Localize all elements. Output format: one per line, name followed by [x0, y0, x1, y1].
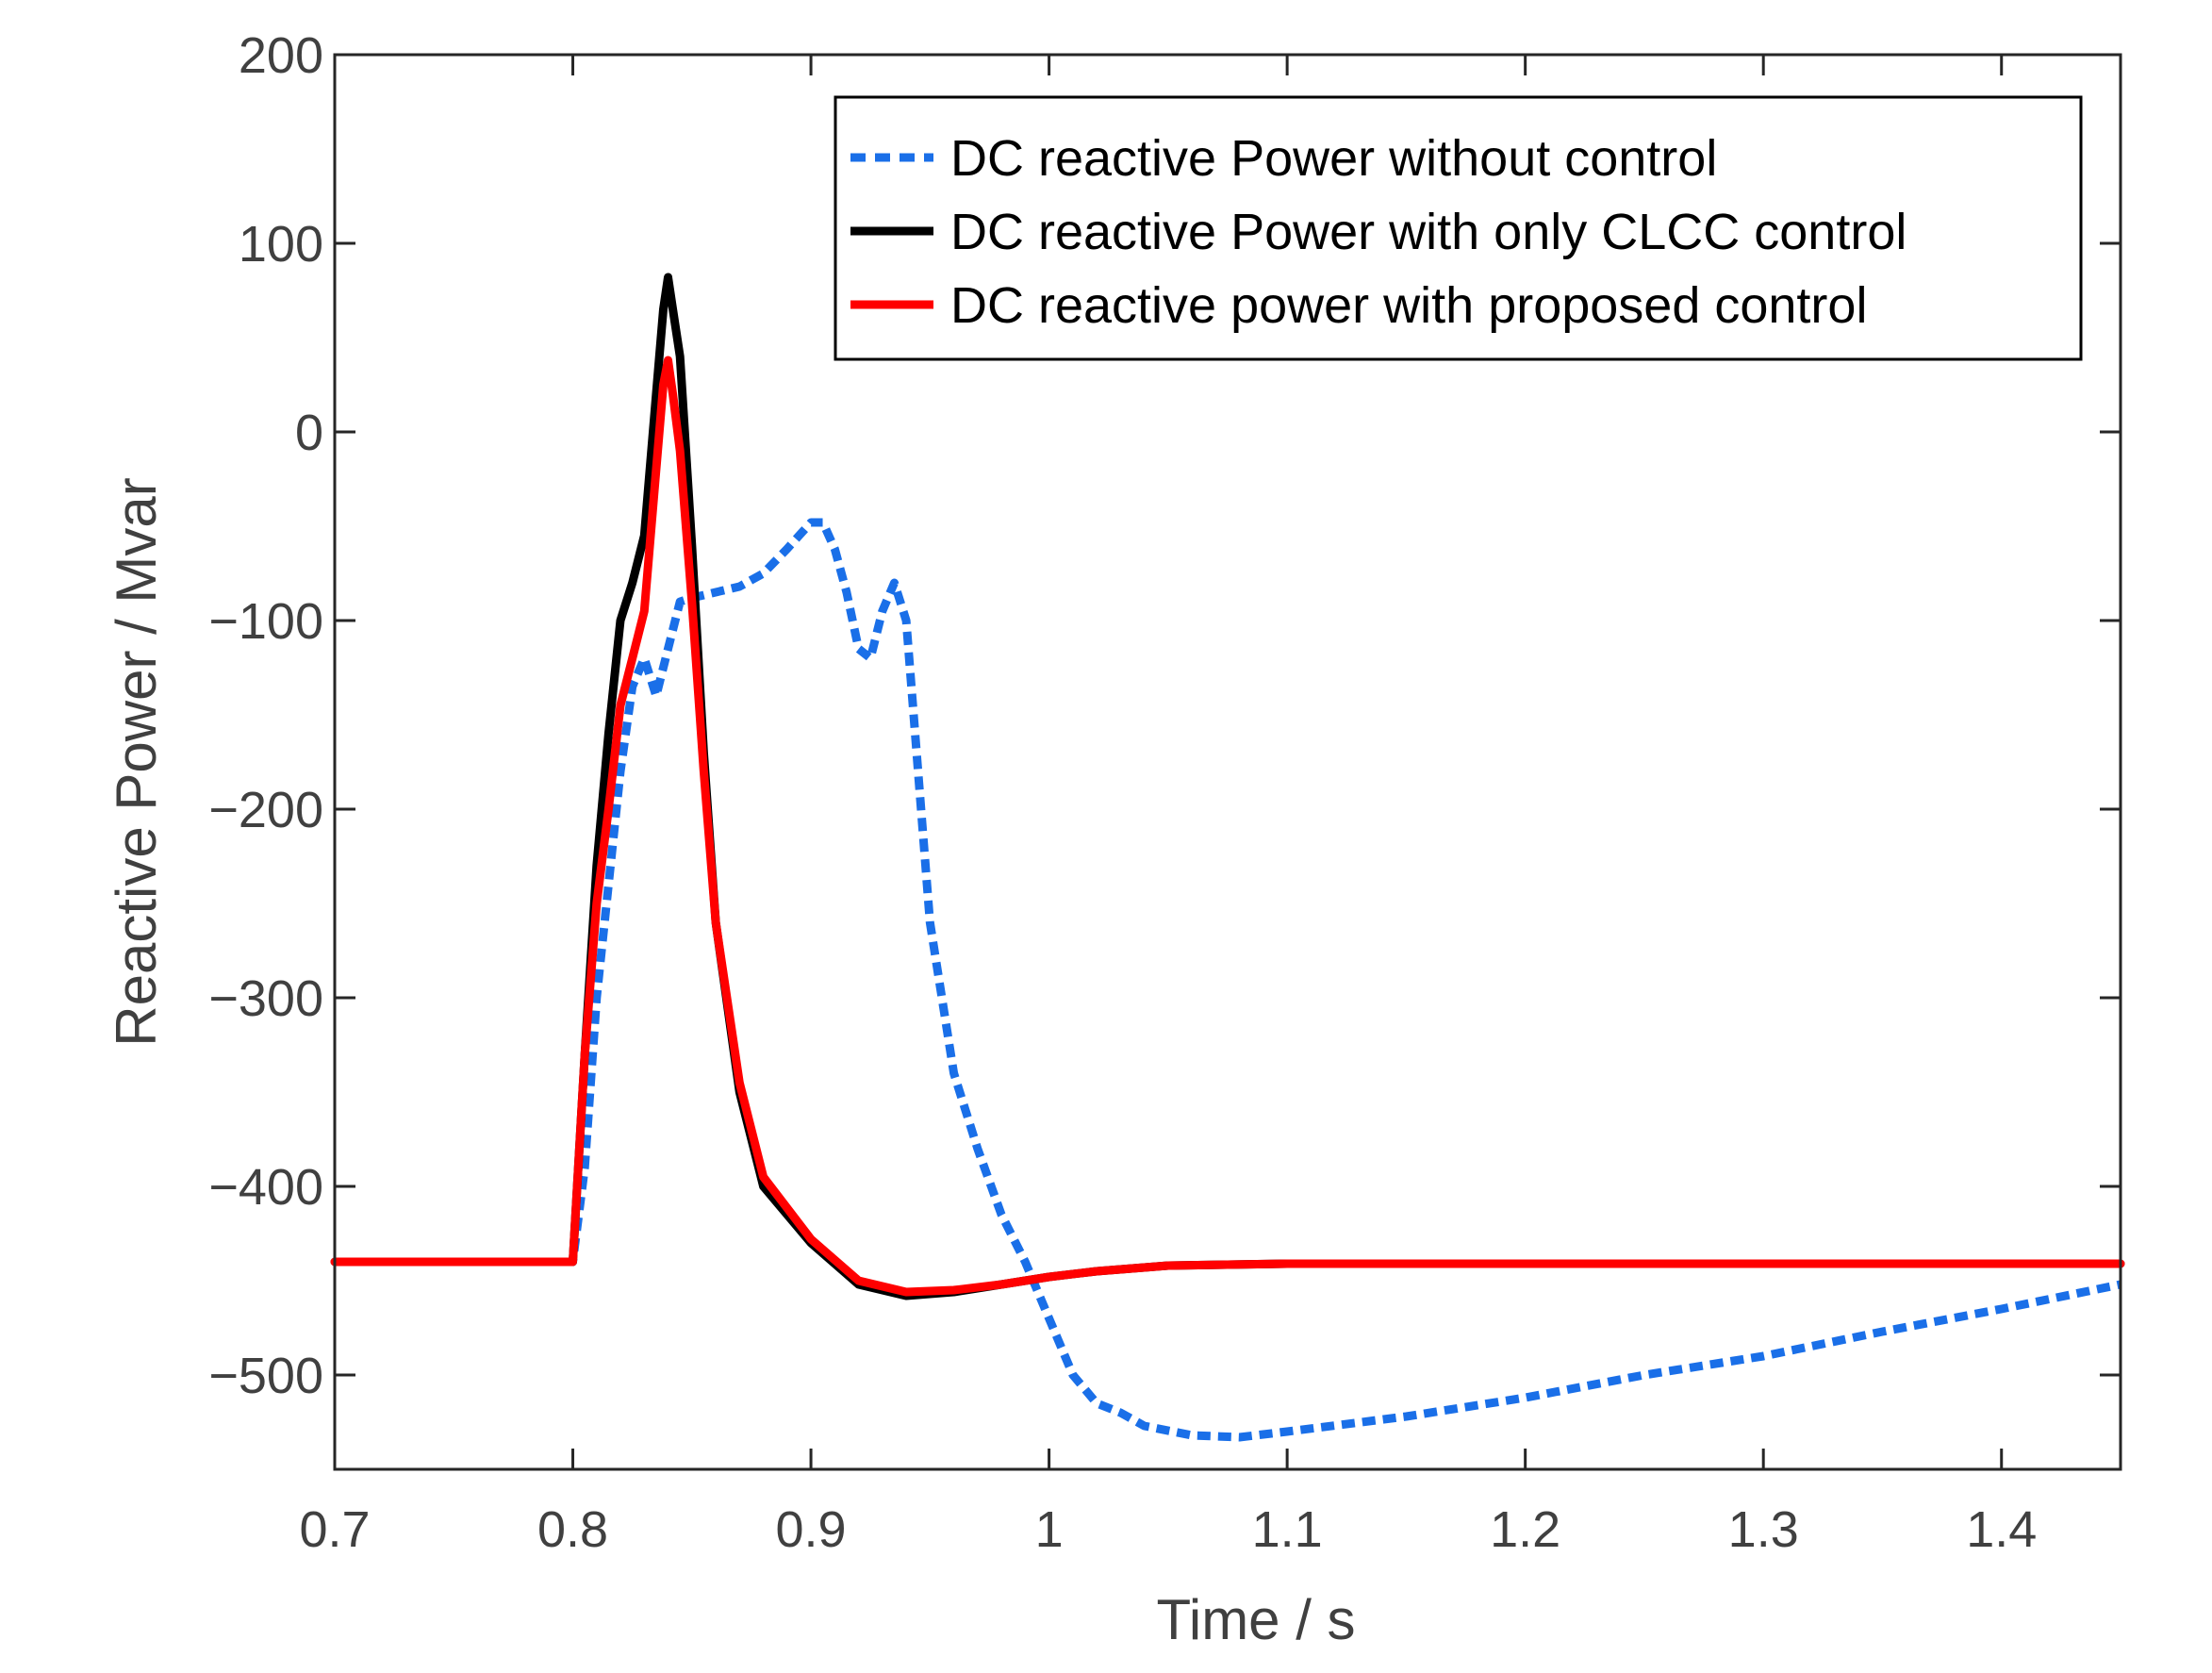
plot-frame — [333, 53, 2122, 1471]
y-tick-label: 200 — [239, 27, 323, 84]
legend-label-without-control: DC reactive Power without control — [950, 130, 1717, 187]
y-tick-label: −300 — [208, 970, 323, 1027]
x-tick-label: 1 — [1035, 1501, 1064, 1558]
y-tick-label: 100 — [239, 216, 323, 273]
tick-layer: 0.7 0.8 0.9 1 1.1 1.2 1.3 1.4 200 100 0 −100 −200 −30… — [208, 27, 2121, 1558]
y-tick-label: −200 — [208, 782, 323, 838]
series-line-without-control — [335, 518, 2121, 1442]
legend-label-proposed-control: DC reactive power with proposed control — [950, 277, 1867, 334]
x-tick-label: 1.4 — [1966, 1501, 2037, 1558]
y-tick-label: −500 — [208, 1348, 323, 1404]
x-tick-label: 1.1 — [1252, 1501, 1323, 1558]
series-line-proposed-control — [330, 356, 2125, 1297]
x-tick-label: 0.7 — [299, 1501, 370, 1558]
legend: DC reactive Power without control DC rea… — [834, 95, 2083, 361]
series-layer — [330, 273, 2125, 1442]
legend-label-clcc-control: DC reactive Power with only CLCC control — [950, 204, 1907, 260]
legend-box — [834, 95, 2083, 361]
x-tick-label: 1.2 — [1490, 1501, 1560, 1558]
x-axis-label: Time / s — [1156, 1588, 1355, 1651]
x-tick-label: 1.3 — [1728, 1501, 1799, 1558]
y-tick-label: 0 — [295, 405, 323, 461]
y-tick-label: −400 — [208, 1159, 323, 1216]
y-axis-label: Reactive Power / Mvar — [105, 477, 168, 1047]
y-tick-label: −100 — [208, 593, 323, 650]
x-tick-label: 0.8 — [537, 1501, 608, 1558]
x-tick-label: 0.9 — [776, 1501, 847, 1558]
